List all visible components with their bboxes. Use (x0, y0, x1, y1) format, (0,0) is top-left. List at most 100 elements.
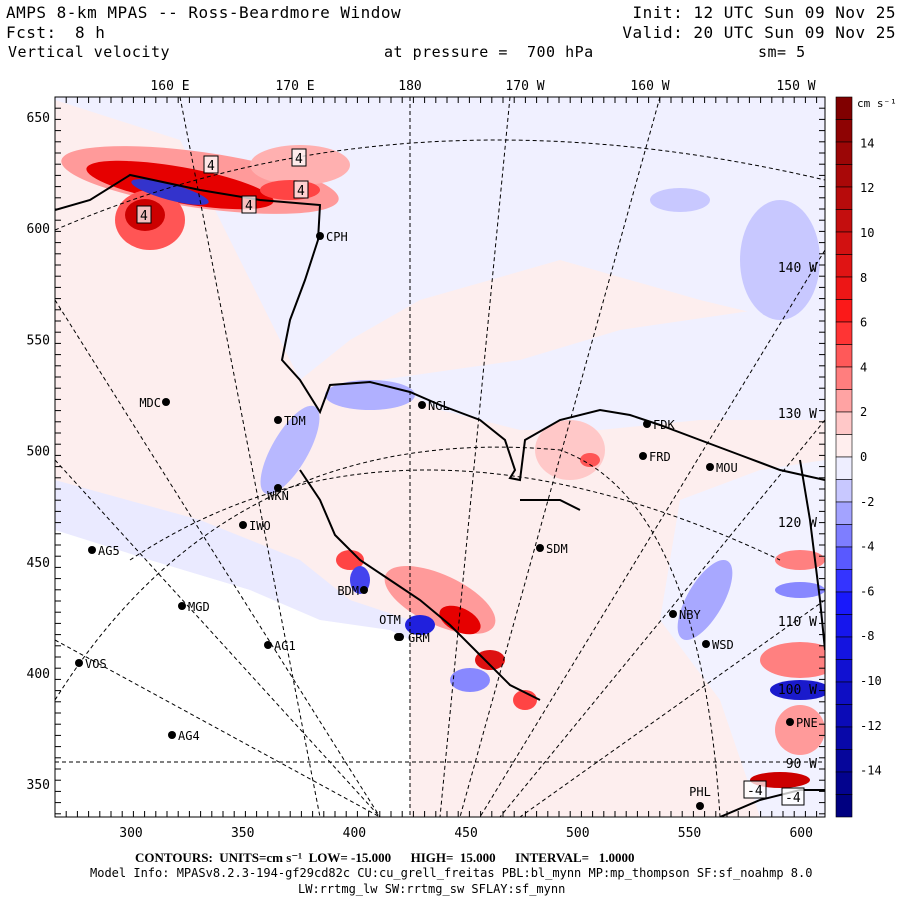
station-tdm[interactable]: TDM (274, 414, 306, 428)
station-bdm[interactable]: BDM (337, 584, 368, 598)
station-iwo[interactable]: IWO (239, 519, 271, 533)
station-marker-icon (696, 802, 704, 810)
station-mgd[interactable]: MGD (178, 600, 210, 614)
station-ag1[interactable]: AG1 (264, 639, 296, 653)
y-tick-label: 400 (27, 667, 50, 682)
station-pne[interactable]: PNE (786, 716, 818, 730)
colorbar-bin (835, 344, 853, 368)
colorbar-bin (835, 119, 853, 143)
station-sdm[interactable]: SDM (536, 542, 568, 556)
colorbar-label: 6 (860, 316, 867, 330)
smoothing: sm= 5 (758, 43, 806, 61)
colorbar-bin (835, 276, 853, 300)
station-frd[interactable]: FRD (639, 450, 671, 464)
meridian-label: 120 W (778, 516, 817, 531)
meridian-label: 180 (398, 79, 421, 94)
station-label: PHL (689, 785, 711, 799)
colorbar-bin (835, 299, 853, 323)
forecast-label: Fcst: (6, 23, 57, 42)
y-tick-label: 550 (27, 333, 50, 348)
colorbar-bin (835, 726, 853, 750)
colorbar-label: -6 (860, 584, 874, 598)
station-label: AG4 (178, 729, 200, 743)
station-ag5[interactable]: AG5 (88, 544, 120, 558)
station-label: VOS (85, 657, 107, 671)
pressure-level: at pressure = 700 hPa (384, 43, 594, 61)
colorbar-bin (835, 614, 853, 638)
station-grm[interactable]: GRM (396, 631, 430, 645)
station-marker-icon (168, 731, 176, 739)
station-wsd[interactable]: WSD (702, 638, 734, 652)
colorbar-bin (835, 681, 853, 705)
station-label: WSD (712, 638, 734, 652)
station-fdk[interactable]: FDK (643, 418, 675, 432)
contour-label: 4 (291, 148, 307, 167)
station-label: MGD (188, 600, 210, 614)
station-vos[interactable]: VOS (75, 657, 107, 671)
station-label: BDM (337, 584, 359, 598)
y-tick-label: 500 (27, 445, 50, 460)
station-mdc[interactable]: MDC (139, 396, 170, 410)
meridian-label: 160 E (150, 79, 189, 94)
station-ngl[interactable]: NGL (418, 399, 450, 413)
colorbar-label: -14 (860, 764, 882, 778)
plot-frame (54, 96, 826, 818)
colorbar-label: 4 (860, 360, 867, 374)
station-nby[interactable]: NBY (669, 608, 701, 622)
svg-text:4: 4 (207, 159, 215, 174)
station-marker-icon (706, 463, 714, 471)
svg-text:4: 4 (245, 199, 253, 214)
station-marker-icon (88, 546, 96, 554)
colorbar-label: 10 (860, 226, 874, 240)
contour-label: -4 (743, 780, 767, 799)
meridian-label: 150 W (776, 79, 815, 94)
contour-label: 4 (203, 155, 219, 174)
colorbar-bin (835, 366, 853, 390)
contour-label: 4 (136, 205, 152, 224)
valid-time: Valid: 20 UTC Sun 09 Nov 25 (622, 23, 896, 42)
meridian-label: 110 W (778, 615, 817, 630)
coastline (55, 173, 825, 817)
meridian-label: 140 W (778, 261, 817, 276)
colorbar-bin (835, 749, 853, 773)
colorbar-bin (835, 96, 853, 120)
colorbar-bin (835, 771, 853, 795)
colorbar-bin (835, 434, 853, 458)
station-label: NBY (679, 608, 701, 622)
colorbar-bin (835, 456, 853, 480)
station-label: MOU (716, 461, 738, 475)
station-mou[interactable]: MOU (706, 461, 738, 475)
station-marker-icon (643, 420, 651, 428)
station-marker-icon (536, 544, 544, 552)
colorbar-label: 2 (860, 405, 867, 419)
station-label: NGL (428, 399, 450, 413)
station-marker-icon (316, 232, 324, 240)
colorbar-label: -12 (860, 719, 882, 733)
init-time: Init: 12 UTC Sun 09 Nov 25 (632, 3, 896, 22)
station-label: SDM (546, 542, 568, 556)
colorbar-label: 12 (860, 181, 874, 195)
station-wkn[interactable]: WKN (267, 484, 289, 503)
station-marker-icon (639, 452, 647, 460)
y-tick-label: 650 (27, 111, 50, 126)
colorbar-bin (835, 794, 853, 818)
station-label: GRM (408, 631, 430, 645)
meridian-label: 100 W (778, 683, 817, 698)
station-cph[interactable]: CPH (316, 230, 348, 244)
colorbar-bin (835, 231, 853, 255)
colorbar-bin (835, 186, 853, 210)
station-ag4[interactable]: AG4 (168, 729, 200, 743)
station-phl[interactable]: PHL (689, 785, 711, 810)
model-info: Model Info: MPASv8.2.3-194-gf29cd82c CU:… (90, 866, 813, 880)
y-tick-label: 350 (27, 778, 50, 793)
colorbar-bin (835, 479, 853, 503)
graticule (55, 97, 825, 817)
colorbar-label: -10 (860, 674, 882, 688)
station-marker-icon (162, 398, 170, 406)
colorbar-bin (835, 524, 853, 548)
contour-label: 4 (293, 180, 309, 199)
station-label: FDK (653, 418, 675, 432)
station-label: WKN (267, 489, 289, 503)
station-label: TDM (284, 414, 306, 428)
